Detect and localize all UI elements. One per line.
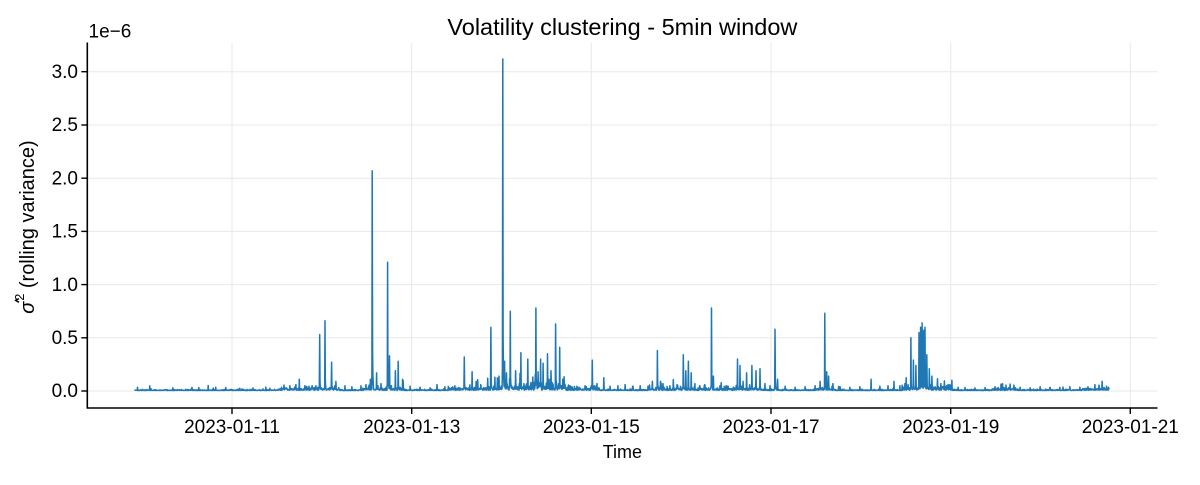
svg-text:3.0: 3.0 [52, 62, 78, 83]
svg-text:2023-01-17: 2023-01-17 [722, 417, 819, 438]
svg-text:Volatility clustering - 5min w: Volatility clustering - 5min window [447, 14, 798, 40]
svg-text:σ2 (rolling variance): σ2 (rolling variance) [13, 140, 39, 313]
svg-text:1.0: 1.0 [52, 275, 78, 296]
svg-text:1e−6: 1e−6 [89, 22, 132, 43]
svg-text:2023-01-21: 2023-01-21 [1082, 417, 1179, 438]
svg-text:2.5: 2.5 [52, 115, 78, 136]
svg-text:2.0: 2.0 [52, 168, 78, 189]
svg-text:0.0: 0.0 [52, 381, 78, 402]
svg-text:2023-01-13: 2023-01-13 [363, 417, 460, 438]
svg-text:2023-01-19: 2023-01-19 [902, 417, 999, 438]
svg-text:1.5: 1.5 [52, 222, 78, 243]
svg-text:2023-01-15: 2023-01-15 [543, 417, 640, 438]
svg-text:Time: Time [603, 442, 642, 462]
svg-text:0.5: 0.5 [52, 328, 78, 349]
svg-text:2023-01-11: 2023-01-11 [184, 417, 280, 438]
